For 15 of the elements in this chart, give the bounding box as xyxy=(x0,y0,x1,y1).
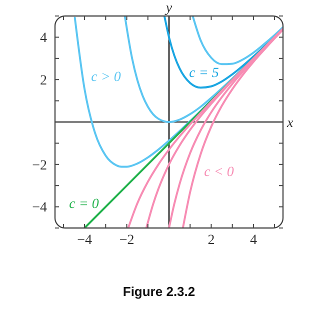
y-tick-label: 2 xyxy=(40,74,47,88)
x-tick-label: −4 xyxy=(77,233,92,248)
series-label: c > 0 xyxy=(91,70,121,85)
x-tick-label: 2 xyxy=(208,233,215,248)
y-tick-label: −2 xyxy=(32,158,47,174)
text: Figure 2.3.2 xyxy=(122,284,196,299)
x-tick-label: 4 xyxy=(250,233,257,248)
x-tick-label: −2 xyxy=(119,233,134,248)
y-tick-label: −4 xyxy=(32,200,47,216)
y-axis-title: y xyxy=(164,1,173,16)
y-tick-label: 4 xyxy=(40,31,47,46)
series-label: c = 0 xyxy=(69,196,99,212)
series-label: c < 0 xyxy=(204,164,234,180)
series-label: c = 5 xyxy=(189,66,219,81)
x-axis-title: x xyxy=(286,116,294,131)
